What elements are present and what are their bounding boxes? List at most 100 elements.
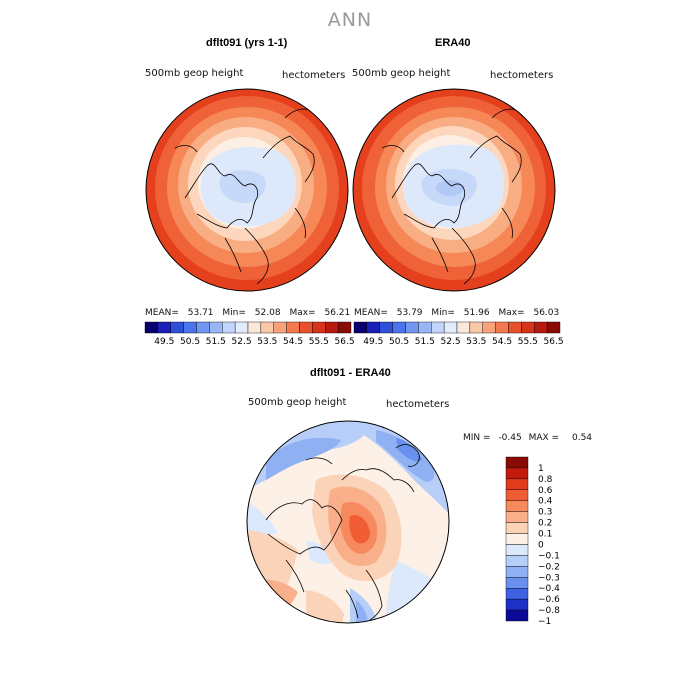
diff-colorbar-tick-label: 0.4 (538, 497, 553, 507)
diff-max-value: 0.54 (571, 433, 593, 443)
panel-2-mean-value: 53.79 (396, 308, 423, 318)
diff-colorbar-tick-label: 0.3 (538, 508, 552, 518)
diff-colorbar-swatch (505, 500, 529, 512)
diff-colorbar-tick-label: −1 (538, 617, 551, 627)
diff-colorbar-tick-label: 0.2 (538, 519, 552, 529)
diff-colorbar-tick-label: 0.6 (538, 486, 553, 496)
panel-2-colorbar-swatch (431, 321, 445, 334)
diff-colorbar-tick-label: −0.6 (538, 595, 560, 605)
panel-1-colorbar-swatch (273, 321, 287, 334)
panel-1-colorbar-swatch (286, 321, 300, 334)
diff-colorbar: 10.80.60.40.30.20.10−0.1−0.2−0.3−0.4−0.6… (505, 456, 560, 627)
panel-1-field-label: 500mb geop height (145, 68, 244, 79)
panel-2-colorbar-swatch (534, 321, 548, 334)
panel-2-polar-map (352, 88, 556, 292)
diff-colorbar-swatch (505, 456, 529, 469)
panel-1-mean-label: MEAN= (145, 308, 179, 318)
panel-2-colorbar-swatch (366, 321, 380, 334)
diff-colorbar-tick-label: −0.2 (538, 562, 560, 572)
diff-colorbar-tick-label: 1 (538, 464, 544, 474)
panel-1-colorbar-tick-label: 50.5 (180, 337, 200, 347)
panel-2-max-value: 56.03 (533, 308, 560, 318)
panel-2-colorbar-swatch (379, 321, 393, 334)
diff-colorbar-tick-label: 0.1 (538, 530, 552, 540)
panel-2-colorbar-swatch (495, 321, 509, 334)
panel-1-colorbar: 49.5 50.5 51.5 52.5 53.5 54.5 55.5 56.5 (144, 321, 355, 347)
panel-2-title: ERA40 (435, 37, 471, 49)
panel-2-stats: MEAN= 53.79 Min= 51.96 Max= 56.03 (354, 308, 559, 318)
diff-colorbar-tick-label: −0.3 (538, 573, 560, 583)
diff-colorbar-tick-label: −0.1 (538, 551, 560, 561)
panel-2-colorbar-swatch (546, 321, 561, 334)
diff-colorbar-swatch (505, 555, 529, 567)
panel-1-colorbar-swatch (337, 321, 352, 334)
diff-panel-polar-map (246, 420, 450, 624)
panel-2-colorbar: 49.5 50.5 51.5 52.5 53.5 54.5 55.5 56.5 (353, 321, 564, 347)
diff-min-value: -0.45 (498, 433, 522, 443)
panel-1-colorbar-swatch (299, 321, 313, 334)
panel-1-colorbar-swatch (260, 321, 274, 334)
panel-1-mean-value: 53.71 (187, 308, 214, 318)
panel-2-colorbar-swatch (456, 321, 471, 334)
diff-colorbar-swatch (505, 577, 529, 589)
diff-colorbar-swatch (505, 587, 529, 600)
diff-colorbar-swatch (505, 511, 529, 523)
panel-1-colorbar-swatch (144, 321, 159, 334)
panel-2-mean-label: MEAN= (354, 308, 388, 318)
panel-1-colorbar-swatch (312, 321, 326, 334)
panel-1-max-label: Max= (289, 308, 316, 318)
panel-2-colorbar-tick-label: 49.5 (363, 337, 383, 347)
panel-2-colorbar-swatch (418, 321, 432, 334)
diff-panel-units-label: hectometers (386, 399, 450, 410)
panel-2-colorbar-swatch (482, 321, 496, 334)
panel-1-colorbar-tick-label: 51.5 (206, 337, 226, 347)
panel-1-colorbar-swatch (183, 321, 197, 334)
panel-1-min-value: 52.08 (254, 308, 281, 318)
panel-2-colorbar-tick-label: 50.5 (389, 337, 409, 347)
panel-1-colorbar-tick-label: 49.5 (154, 337, 174, 347)
panel-2-colorbar-tick-label: 51.5 (415, 337, 435, 347)
diff-colorbar-swatch (505, 478, 529, 491)
diff-colorbar-tick-label: 0 (538, 540, 544, 550)
panel-1-colorbar-tick-label: 54.5 (283, 337, 303, 347)
panel-1-colorbar-swatch (234, 321, 249, 334)
panel-1-colorbar-swatch (209, 321, 223, 334)
diff-colorbar-tick-label: −0.4 (538, 584, 560, 594)
panel-1-polar-map (145, 88, 349, 292)
diff-panel-range: MIN = -0.45 MAX = 0.54 (463, 433, 592, 443)
panel-1-colorbar-swatch (325, 321, 339, 334)
panel-1-max-value: 56.21 (324, 308, 351, 318)
diff-min-label: MIN = (463, 433, 491, 443)
panel-2-colorbar-tick-label: 55.5 (518, 337, 538, 347)
panel-1-title: dflt091 (yrs 1-1) (206, 37, 288, 49)
diff-panel-title: dflt091 - ERA40 (310, 367, 391, 379)
panel-1-stats: MEAN= 53.71 Min= 52.08 Max= 56.21 (145, 308, 350, 318)
panel-2-min-value: 51.96 (463, 308, 490, 318)
panel-2-colorbar-swatch (469, 321, 483, 334)
diff-colorbar-swatch (505, 533, 529, 545)
panel-2-colorbar-swatch (521, 321, 535, 334)
panel-1-colorbar-swatch (222, 321, 236, 334)
panel-2-colorbar-swatch (405, 321, 419, 334)
panel-2-max-label: Max= (498, 308, 525, 318)
diff-colorbar-swatch (505, 522, 529, 534)
panel-2-colorbar-swatch (508, 321, 522, 334)
panel-2-colorbar-tick-label: 54.5 (492, 337, 512, 347)
diff-panel-field-label: 500mb geop height (248, 397, 347, 408)
panel-2-colorbar-swatch (392, 321, 406, 334)
panel-2-colorbar-swatch (353, 321, 368, 334)
panel-2-field-label: 500mb geop height (352, 68, 451, 79)
panel-2-colorbar-tick-label: 56.5 (544, 337, 564, 347)
diff-max-label: MAX = (528, 433, 560, 443)
diff-colorbar-swatch (505, 566, 529, 578)
panel-2-units-label: hectometers (490, 70, 554, 81)
panel-1-min-label: Min= (222, 308, 246, 318)
panel-1-colorbar-tick-label: 55.5 (309, 337, 329, 347)
panel-1-colorbar-swatch (196, 321, 210, 334)
diff-colorbar-swatch (505, 544, 529, 556)
panel-1-colorbar-tick-label: 56.5 (335, 337, 355, 347)
diff-colorbar-tick-label: 0.8 (538, 475, 553, 485)
panel-1-colorbar-swatch (247, 321, 262, 334)
diff-colorbar-swatch (505, 489, 529, 501)
panel-1-colorbar-swatch (170, 321, 184, 334)
